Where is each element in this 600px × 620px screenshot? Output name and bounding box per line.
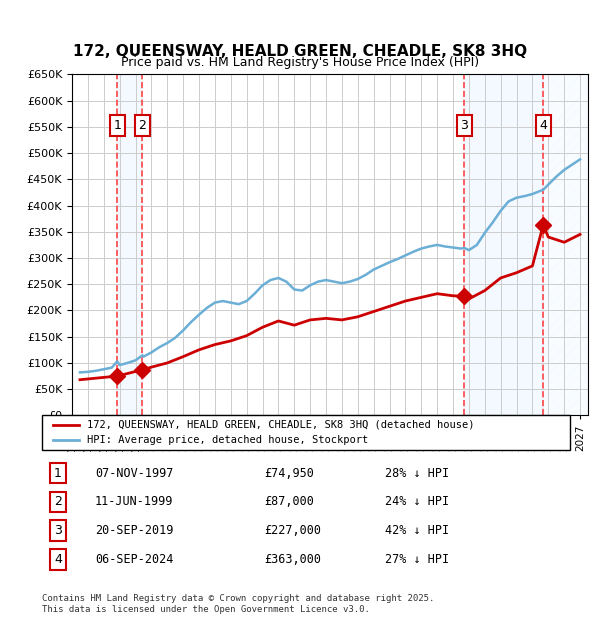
Text: HPI: Average price, detached house, Stockport: HPI: Average price, detached house, Stoc… xyxy=(87,435,368,445)
Text: 27% ↓ HPI: 27% ↓ HPI xyxy=(385,553,449,566)
Text: 11-JUN-1999: 11-JUN-1999 xyxy=(95,495,173,508)
Text: 3: 3 xyxy=(54,524,62,537)
Text: 24% ↓ HPI: 24% ↓ HPI xyxy=(385,495,449,508)
Text: Contains HM Land Registry data © Crown copyright and database right 2025.
This d: Contains HM Land Registry data © Crown c… xyxy=(42,595,434,614)
Text: 07-NOV-1997: 07-NOV-1997 xyxy=(95,467,173,480)
Text: 172, QUEENSWAY, HEALD GREEN, CHEADLE, SK8 3HQ: 172, QUEENSWAY, HEALD GREEN, CHEADLE, SK… xyxy=(73,44,527,59)
Text: £227,000: £227,000 xyxy=(264,524,321,537)
Text: 172, QUEENSWAY, HEALD GREEN, CHEADLE, SK8 3HQ (detached house): 172, QUEENSWAY, HEALD GREEN, CHEADLE, SK… xyxy=(87,420,475,430)
Bar xyxy=(117,74,142,415)
Text: Price paid vs. HM Land Registry's House Price Index (HPI): Price paid vs. HM Land Registry's House … xyxy=(121,56,479,69)
Text: 3: 3 xyxy=(461,119,469,132)
Text: £87,000: £87,000 xyxy=(264,495,314,508)
Text: 1: 1 xyxy=(54,467,62,480)
Text: 4: 4 xyxy=(54,553,62,566)
Text: 2: 2 xyxy=(54,495,62,508)
Bar xyxy=(464,74,543,415)
Text: 20-SEP-2019: 20-SEP-2019 xyxy=(95,524,173,537)
Text: £363,000: £363,000 xyxy=(264,553,321,566)
Text: 28% ↓ HPI: 28% ↓ HPI xyxy=(385,467,449,480)
Text: 2: 2 xyxy=(139,119,146,132)
Text: £74,950: £74,950 xyxy=(264,467,314,480)
Bar xyxy=(543,74,588,415)
Text: 4: 4 xyxy=(539,119,547,132)
Text: 42% ↓ HPI: 42% ↓ HPI xyxy=(385,524,449,537)
Text: 1: 1 xyxy=(113,119,121,132)
Text: 06-SEP-2024: 06-SEP-2024 xyxy=(95,553,173,566)
